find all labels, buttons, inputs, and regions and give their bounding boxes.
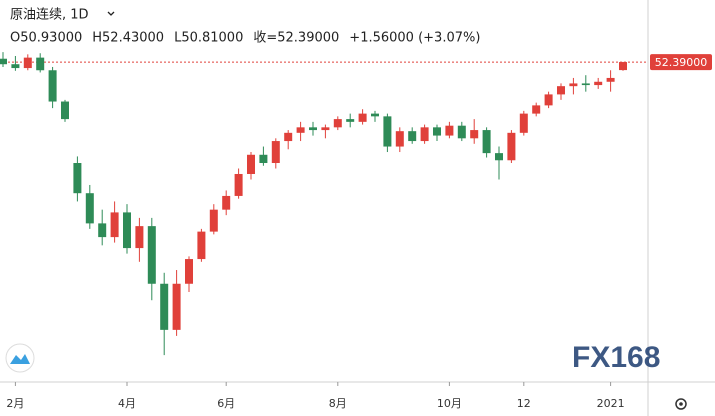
candle-body — [594, 81, 603, 86]
candle-body — [234, 173, 243, 196]
interval-chevron[interactable] — [107, 11, 115, 16]
x-tick-label: 6月 — [217, 397, 235, 410]
logo[interactable] — [5, 343, 35, 373]
gear-center — [679, 402, 683, 406]
candle-body — [73, 163, 82, 194]
header-backdrop — [0, 0, 520, 50]
candle-body — [110, 212, 119, 238]
watermark: FX168 — [572, 341, 660, 374]
x-tick-label: 4月 — [118, 397, 136, 410]
ohlc-value: +1.56000 (+3.07%) — [349, 31, 480, 46]
x-tick-label: 2021 — [597, 397, 625, 410]
candle-body — [271, 141, 280, 164]
x-tick-label: 8月 — [329, 397, 347, 410]
candle-body — [98, 223, 107, 238]
candle-body — [197, 231, 206, 260]
candle-body — [135, 226, 144, 249]
candle-body — [23, 57, 32, 69]
candle-body — [85, 193, 94, 224]
candle-body — [222, 195, 231, 210]
x-tick-label: 2月 — [6, 397, 24, 410]
logo-mark — [10, 354, 30, 364]
candle-body — [482, 130, 491, 154]
candle-body — [383, 116, 392, 147]
candle-body — [420, 127, 429, 142]
candle-body — [296, 127, 305, 133]
gear[interactable] — [675, 398, 687, 410]
candle-body — [36, 57, 45, 71]
logo-circle[interactable] — [5, 343, 35, 373]
x-tick-label: 10月 — [437, 397, 462, 410]
candle-body — [544, 94, 553, 106]
candle-body — [358, 113, 367, 122]
candle-body — [172, 283, 181, 330]
candle-body — [147, 226, 156, 284]
candle-body — [160, 283, 169, 330]
candle-body — [321, 127, 330, 131]
candle-body — [619, 62, 627, 71]
candle-body — [470, 130, 479, 139]
ohlc-header: O50.93000 H52.43000 L50.81000 收=52.39000 +1.… — [10, 31, 480, 46]
candle-body — [333, 119, 342, 128]
candle-body — [346, 119, 355, 122]
candle-body — [519, 113, 528, 133]
ohlc-value: O50.93000 — [10, 31, 82, 46]
ohlc-value: L50.81000 — [174, 31, 243, 46]
candle-body — [209, 209, 218, 232]
candle-body — [507, 132, 516, 161]
candle-body — [433, 127, 441, 136]
candle-body — [408, 131, 417, 142]
candle-body — [309, 127, 317, 131]
candle-body — [371, 113, 379, 117]
candle-body — [259, 154, 268, 164]
candle-body — [395, 131, 404, 147]
candle-body — [557, 86, 565, 95]
candle-body — [569, 83, 578, 87]
settings-icon[interactable] — [675, 398, 687, 410]
x-tick-label: 12 — [517, 397, 531, 410]
candle-body — [532, 105, 541, 114]
ohlc-value: 收=52.39000 — [253, 31, 339, 46]
candle-body — [185, 259, 193, 284]
candle-body — [123, 212, 131, 249]
candle-body — [581, 83, 590, 86]
candle-body — [247, 154, 255, 174]
candle-body — [0, 58, 7, 65]
candle-body — [606, 77, 615, 82]
candle-body — [11, 64, 20, 69]
candle-body — [495, 153, 503, 161]
candle-body — [48, 70, 57, 102]
chart-title[interactable]: 原油连续, 1D — [10, 7, 89, 23]
candle-body — [457, 125, 466, 139]
last-price-label: 52.39000 — [655, 56, 708, 69]
last-price-tag — [650, 54, 712, 71]
candle-body — [61, 101, 69, 120]
ohlc-value: H52.43000 — [92, 31, 164, 46]
candle-body — [445, 125, 454, 136]
candle-body — [284, 132, 293, 142]
